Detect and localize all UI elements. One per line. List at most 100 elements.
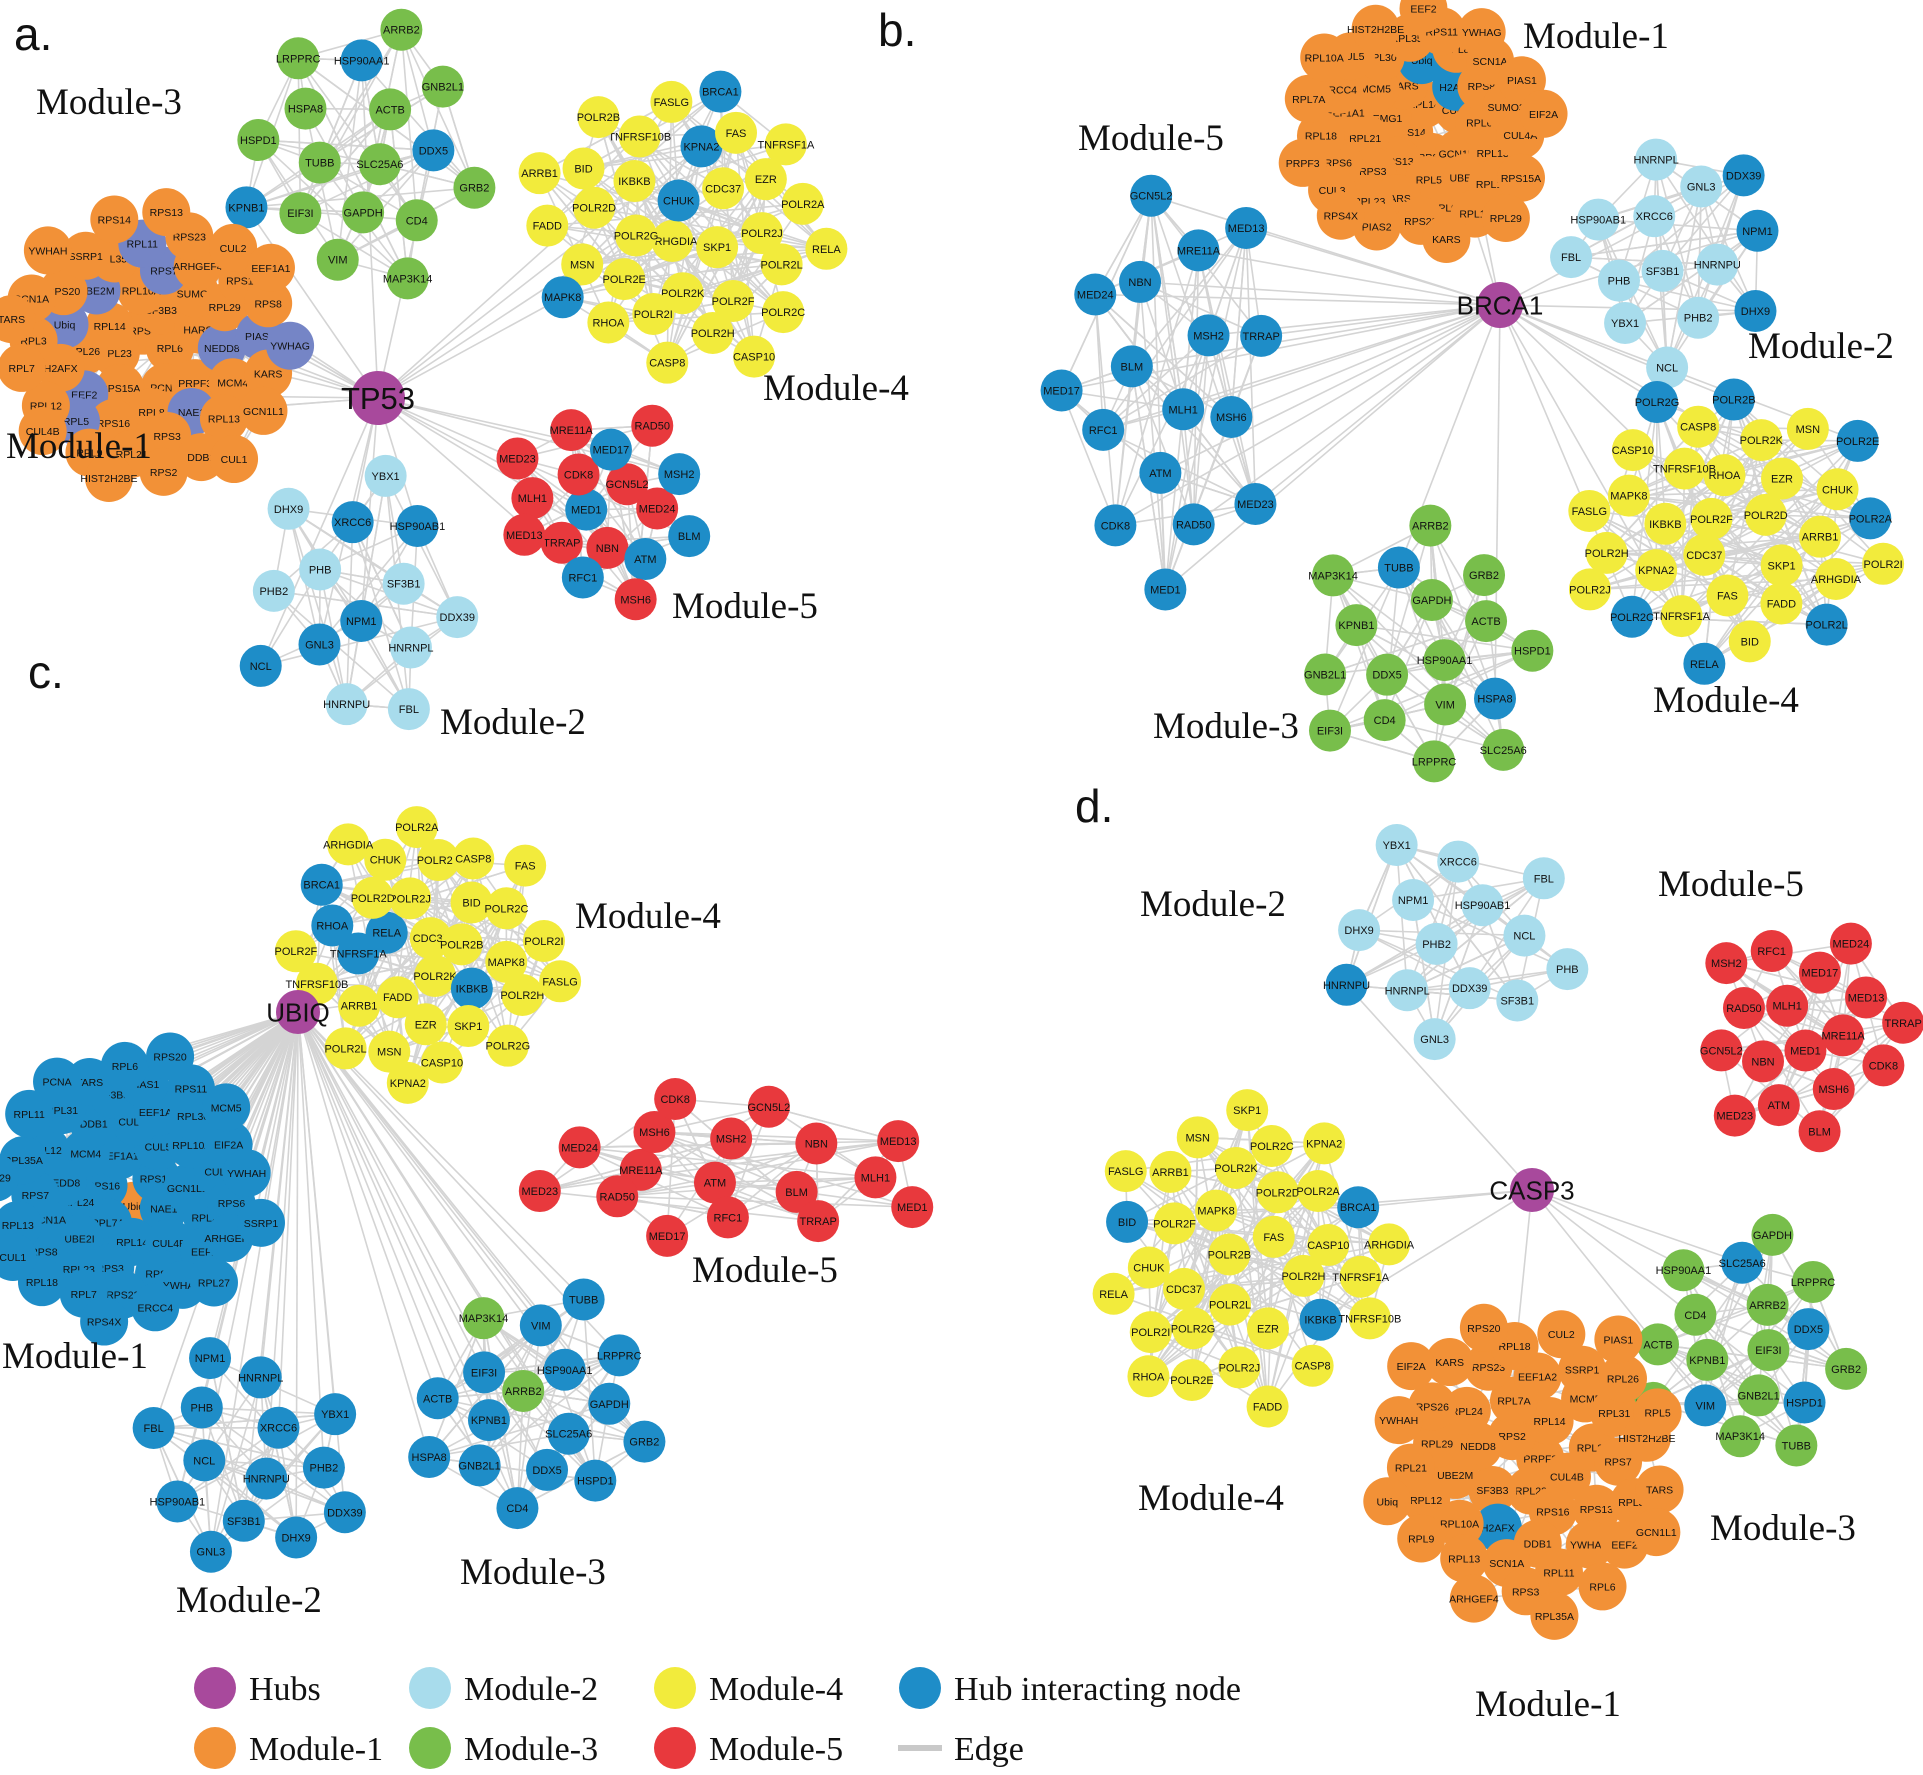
node-FAS <box>1252 1215 1295 1258</box>
node-label-ATM: ATM <box>704 1178 726 1190</box>
node-label-HSP90AB1: HSP90AB1 <box>150 1497 206 1509</box>
node-label-RPL13: RPL13 <box>208 413 240 425</box>
panel-b: MLH1 BLM MSH2 ATM NBN MSH6 RFC1 MRE11A RAD50 MED2… <box>878 0 1905 783</box>
node-label-RPL12: RPL12 <box>1410 1495 1442 1507</box>
node-MED1 <box>565 488 608 531</box>
node-LRPPRC <box>1792 1260 1835 1303</box>
node-label-POLR2G: POLR2G <box>614 230 659 242</box>
node-RFC1 <box>706 1196 749 1239</box>
node-MRE11A <box>1177 229 1220 272</box>
node-label-MLH1: MLH1 <box>1169 404 1198 416</box>
node-LRPPRC <box>598 1334 641 1377</box>
node-label-LRPPRC: LRPPRC <box>597 1350 642 1362</box>
node-label-BID: BID <box>574 163 592 175</box>
node-MSH2 <box>658 453 701 496</box>
node-label-RPL30: RPL30 <box>1365 52 1397 64</box>
hub-node-BRCA1 <box>1477 282 1523 328</box>
node-label-HNRNPU: HNRNPU <box>1694 260 1741 272</box>
legend-label-hubs: Hubs <box>249 1671 321 1708</box>
node-label-Ubiq: Ubiq <box>54 320 76 332</box>
node-label-HSP90AB1: HSP90AB1 <box>390 521 446 533</box>
node-label-MSN: MSN <box>1796 424 1821 436</box>
node-label-SKP1: SKP1 <box>454 1021 482 1033</box>
node-RAD50 <box>631 404 674 447</box>
node-SKP1 <box>696 226 739 269</box>
edge <box>1499 304 1735 401</box>
node-label-NBN: NBN <box>1128 277 1151 289</box>
node-HNRNPU <box>325 683 368 726</box>
node-label-RPS14: RPS14 <box>98 214 131 226</box>
node-label-ARRB2: ARRB2 <box>1412 521 1449 533</box>
edge <box>1198 249 1501 306</box>
node-label-NEDD8: NEDD8 <box>204 343 240 355</box>
edge <box>1655 159 1757 312</box>
node-label-HIST2H2BE: HIST2H2BE <box>1347 24 1404 36</box>
node-GCN1L1 <box>1632 1508 1681 1557</box>
node-MED24 <box>558 1126 601 1169</box>
node-label-CHUK: CHUK <box>370 855 402 867</box>
node-CUL1 <box>210 435 259 484</box>
node-SLC25A6 <box>358 143 401 186</box>
node-label-KARS: KARS <box>1435 1357 1464 1369</box>
node-HIST2H2BE <box>84 453 133 502</box>
edge <box>1215 1209 1390 1246</box>
node-label-TARS: TARS <box>76 1077 103 1089</box>
node-label-HNRNPL: HNRNPL <box>1385 985 1430 997</box>
hub-label-TP53: TP53 <box>341 381 415 416</box>
node-label-DDX39: DDX39 <box>440 612 475 624</box>
node-label-FADD: FADD <box>533 221 562 233</box>
node-POLR2A <box>781 182 824 225</box>
node-EIF2A <box>1519 89 1568 138</box>
node-GNB2L1 <box>1737 1374 1780 1417</box>
node-label-POLR2I: POLR2I <box>1864 559 1903 571</box>
edge <box>1395 844 1471 989</box>
edge <box>1631 564 1782 618</box>
node-label-ACTB: ACTB <box>1643 1339 1672 1351</box>
edge <box>1139 281 1262 337</box>
node-MAP3K14 <box>1312 554 1355 597</box>
node-NPM1 <box>189 1337 232 1380</box>
node-label-EEF1A2: EEF1A2 <box>139 1107 178 1119</box>
node-POLR2D <box>351 876 394 919</box>
edge <box>1229 1145 1273 1305</box>
node-GRB2 <box>453 166 496 209</box>
edge <box>1324 620 1487 676</box>
edge <box>1666 186 1702 368</box>
node-label-MED17: MED17 <box>593 445 630 457</box>
edge <box>666 178 767 364</box>
node-label-CUL1: CUL1 <box>0 1252 26 1264</box>
edge <box>245 206 379 399</box>
edge <box>259 397 379 667</box>
edge <box>1618 279 1756 312</box>
node-label-SF3B1: SF3B1 <box>1646 266 1680 278</box>
node-GAPDH <box>1410 579 1453 622</box>
node-label-KPNA2: KPNA2 <box>390 1078 426 1090</box>
node-label-RPL24: RPL24 <box>1451 1406 1483 1418</box>
node-NBN <box>795 1122 838 1165</box>
node-KPNA2 <box>680 125 723 168</box>
edge <box>1192 335 1210 525</box>
node-POLR2J <box>740 212 783 255</box>
node-label-DDX5: DDX5 <box>1372 670 1401 682</box>
node-label-POLR2I: POLR2I <box>1131 1327 1170 1339</box>
node-DDX5 <box>526 1448 569 1491</box>
node-label-CDC37: CDC37 <box>1686 550 1722 562</box>
edge <box>1060 390 1117 526</box>
node-ACTB <box>369 88 412 131</box>
node-HSPA8 <box>408 1436 451 1479</box>
node-RPS4X <box>1316 191 1365 240</box>
node-POLR2E <box>417 839 460 882</box>
hub-label-UBIQ: UBIQ <box>266 997 330 1027</box>
node-Ubiq <box>1363 1477 1412 1526</box>
node-TARS <box>0 295 36 344</box>
node-label-YWHAH: YWHAH <box>227 1168 266 1180</box>
node-label-TNFRSF10B: TNFRSF10B <box>608 131 671 143</box>
node-label-ARRB1: ARRB1 <box>341 1001 378 1013</box>
edge <box>1114 335 1210 526</box>
node-label-SUMO3: SUMO3 <box>1487 102 1525 114</box>
node-MED23 <box>518 1170 561 1213</box>
node-MLH1 <box>1766 984 1809 1027</box>
node-label-CHUK: CHUK <box>1822 484 1854 496</box>
node-FASLG <box>1104 1150 1147 1193</box>
node-label-EEF2: EEF2 <box>1611 1540 1637 1552</box>
